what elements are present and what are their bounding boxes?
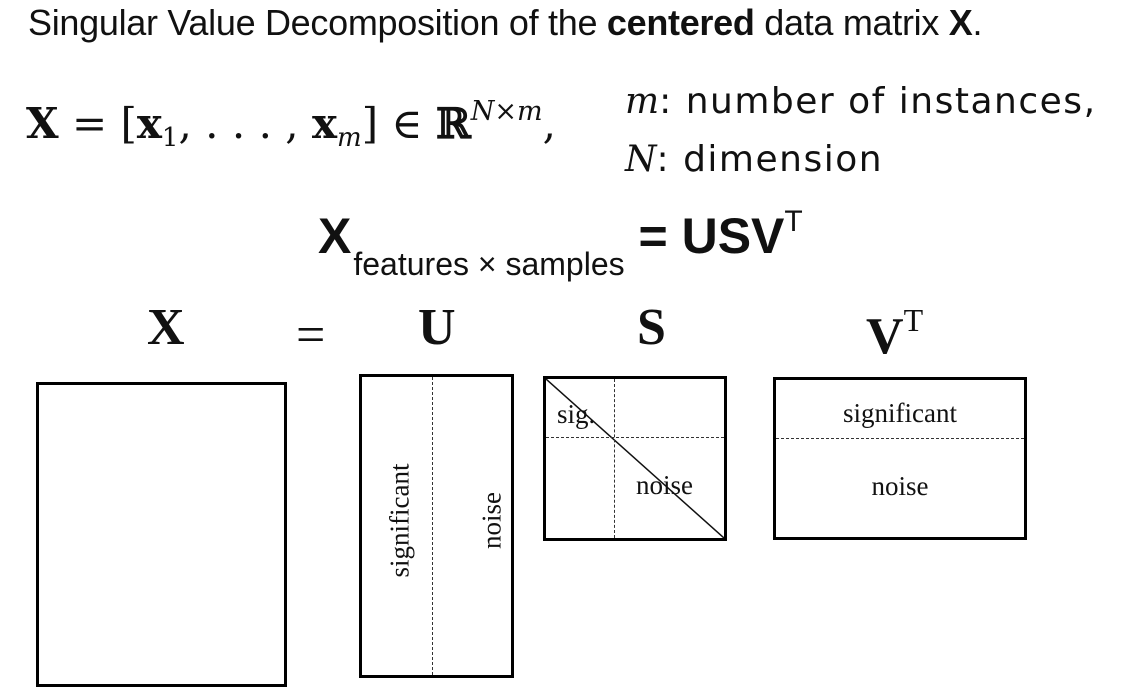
def-close: ] ∈ (361, 99, 436, 148)
label-equals: = (296, 307, 326, 364)
def-comma: , (542, 99, 556, 148)
u-divider (432, 377, 433, 675)
legend-m-symbol: m (625, 81, 660, 122)
s-sig-label: sig. (557, 399, 596, 429)
legend-dimension: N: dimension (625, 138, 883, 180)
legend-instances: m: number of instances, (625, 80, 1097, 122)
def-dots: , . . . , (178, 99, 312, 148)
matrix-vt-box: significant noise (773, 377, 1027, 540)
svd-subscript: features × samples (353, 246, 625, 282)
label-u: U (418, 299, 456, 356)
svd-sup: T (784, 205, 803, 238)
s-divider-h (546, 437, 724, 438)
def-xm: x (311, 99, 338, 148)
title-matrix: X (948, 2, 973, 43)
legend-m-text: : number of instances, (659, 81, 1097, 122)
def-x1: x (136, 99, 162, 148)
matrix-s-box: sig. noise (543, 376, 727, 541)
label-v-sup: T (903, 302, 924, 338)
matrix-u-box: significant noise (359, 374, 514, 678)
svd-equals: = USV (624, 208, 785, 264)
svd-equation: Xfeatures × samples = USVT (318, 205, 803, 283)
u-significant-label: significant (384, 463, 415, 578)
matrix-x-box (36, 382, 287, 687)
s-noise-label: noise (636, 470, 693, 500)
vt-noise-label: noise (871, 471, 929, 501)
label-v: V (866, 308, 904, 365)
s-divider-v (614, 379, 615, 538)
label-s: S (637, 299, 666, 356)
label-vt: VT (866, 302, 923, 366)
def-lhs: X (26, 99, 59, 148)
title-prefix: Singular Value Decomposition of the (28, 2, 607, 43)
def-subm: m (337, 123, 362, 153)
u-noise-label: noise (476, 492, 507, 549)
title-suffix: . (972, 2, 983, 43)
title-emphasis: centered (606, 2, 755, 43)
legend-n-symbol: N (625, 139, 657, 180)
svd-lhs: X (318, 208, 352, 264)
slide-title: Singular Value Decomposition of the cent… (28, 2, 982, 44)
def-sub1: 1 (161, 123, 179, 153)
def-equals: = [ (58, 99, 137, 148)
def-field: ℝ (435, 99, 471, 148)
label-x: X (147, 299, 185, 356)
legend-n-text: : dimension (656, 139, 884, 180)
vt-divider (776, 438, 1024, 439)
vt-significant-label: significant (843, 398, 957, 428)
def-dims: N×m (470, 96, 543, 127)
matrix-definition-formula: X = [x1, . . . , xm] ∈ ℝN×m, (26, 96, 556, 153)
s-diagonal (546, 379, 724, 538)
title-middle: data matrix (754, 2, 949, 43)
